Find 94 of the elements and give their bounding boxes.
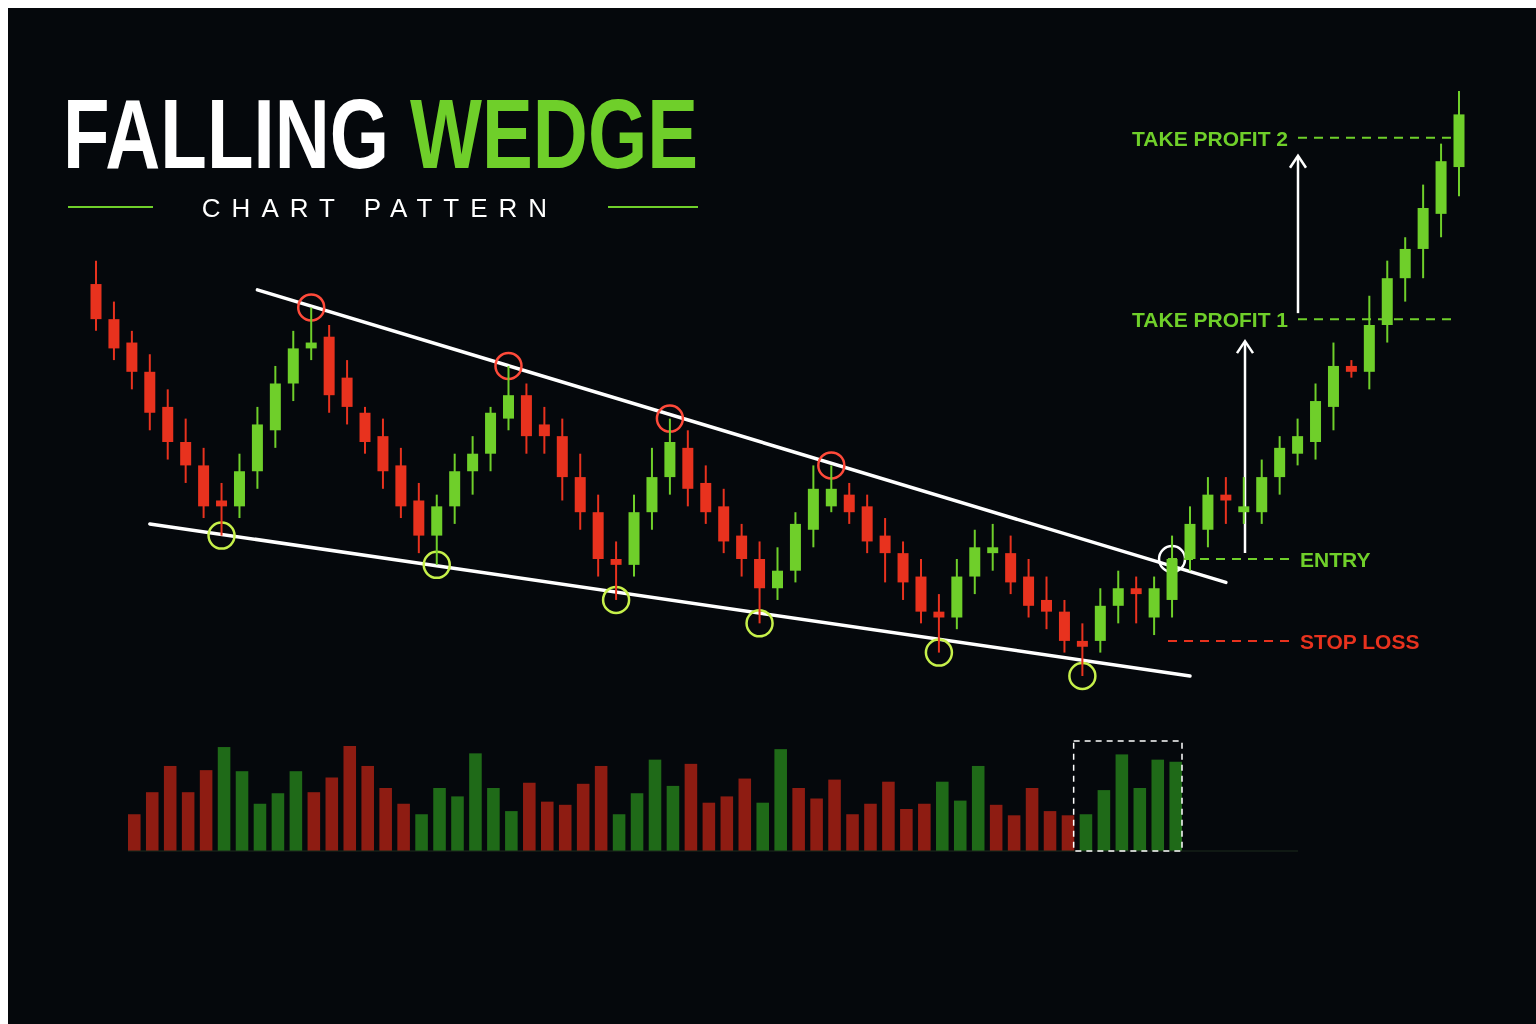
bar <box>163 765 177 851</box>
point <box>817 451 846 480</box>
point <box>601 585 631 615</box>
candlestick <box>1220 476 1232 525</box>
bar <box>433 788 446 851</box>
bar <box>523 782 536 851</box>
bar <box>702 802 716 851</box>
candlestick <box>1041 575 1053 631</box>
candlestick <box>467 435 479 496</box>
candlestick <box>772 546 783 601</box>
bar <box>612 814 626 851</box>
bar <box>720 796 734 851</box>
candlestick <box>736 522 748 578</box>
bar <box>684 763 698 851</box>
point <box>655 404 685 433</box>
bar <box>379 788 392 851</box>
bar <box>217 747 231 851</box>
bar <box>307 792 321 851</box>
candlestick <box>825 464 837 514</box>
bar <box>505 811 518 851</box>
bar <box>361 765 374 851</box>
bar <box>648 759 662 851</box>
bar <box>558 804 572 851</box>
bar <box>487 788 500 851</box>
bar <box>1151 759 1165 851</box>
bar <box>630 793 644 851</box>
candlestick <box>538 405 550 455</box>
bar <box>325 777 339 851</box>
bar <box>235 771 249 851</box>
bar <box>1079 814 1093 851</box>
candlestick <box>1292 417 1304 467</box>
candlestick <box>1076 622 1088 677</box>
bar <box>882 781 895 851</box>
bar <box>953 800 967 851</box>
candlestick <box>610 540 622 601</box>
bar <box>810 798 823 851</box>
bar <box>756 802 770 851</box>
bar <box>181 792 195 851</box>
bar <box>343 746 357 851</box>
bar <box>738 778 752 851</box>
candlestick <box>1238 476 1250 525</box>
candlestick <box>502 364 514 432</box>
point <box>296 293 326 322</box>
candlestick <box>987 522 999 572</box>
text: CHART PATTERN <box>201 193 559 223</box>
bar <box>397 803 410 851</box>
ref-line-label: STOP LOSS <box>1300 629 1420 653</box>
bar <box>540 801 554 851</box>
bar <box>828 779 841 851</box>
point <box>422 550 451 580</box>
bar <box>900 809 913 851</box>
bar <box>936 781 949 851</box>
bar <box>451 796 464 851</box>
point <box>207 521 236 550</box>
bar <box>971 765 985 851</box>
bar <box>289 771 303 851</box>
chart-title: FALLING WEDGE <box>63 79 787 189</box>
candlestick <box>879 517 891 584</box>
bar <box>666 785 680 851</box>
candlestick <box>843 481 855 525</box>
bar <box>918 803 931 851</box>
bar <box>594 765 608 851</box>
bar <box>253 803 267 851</box>
bar <box>1097 790 1111 851</box>
bar <box>576 783 590 851</box>
point <box>924 638 954 667</box>
bar <box>271 793 285 851</box>
point <box>494 351 523 381</box>
candlestick <box>1130 575 1142 625</box>
bar <box>1007 815 1021 851</box>
bar <box>774 749 787 851</box>
bar <box>1061 815 1075 851</box>
bar <box>864 803 877 851</box>
bar <box>1169 761 1182 851</box>
candlestick <box>1112 569 1124 625</box>
bar <box>415 814 428 851</box>
candlestick <box>933 593 945 654</box>
bar <box>469 753 482 851</box>
bar <box>1115 754 1129 851</box>
ref-line-label: TAKE PROFIT 2 <box>1132 126 1288 150</box>
ref-line-label: ENTRY <box>1300 548 1371 571</box>
bar <box>1025 788 1039 851</box>
bar <box>792 788 805 851</box>
bar <box>128 814 141 851</box>
bar <box>846 814 859 851</box>
candlestick <box>180 417 192 484</box>
point <box>745 609 774 638</box>
point <box>1068 661 1097 691</box>
bar <box>145 792 159 851</box>
bar <box>1043 811 1057 851</box>
bar <box>199 770 213 851</box>
bar <box>1133 788 1147 851</box>
bar <box>989 804 1003 851</box>
ref-line-label: TAKE PROFIT 1 <box>1132 308 1289 332</box>
